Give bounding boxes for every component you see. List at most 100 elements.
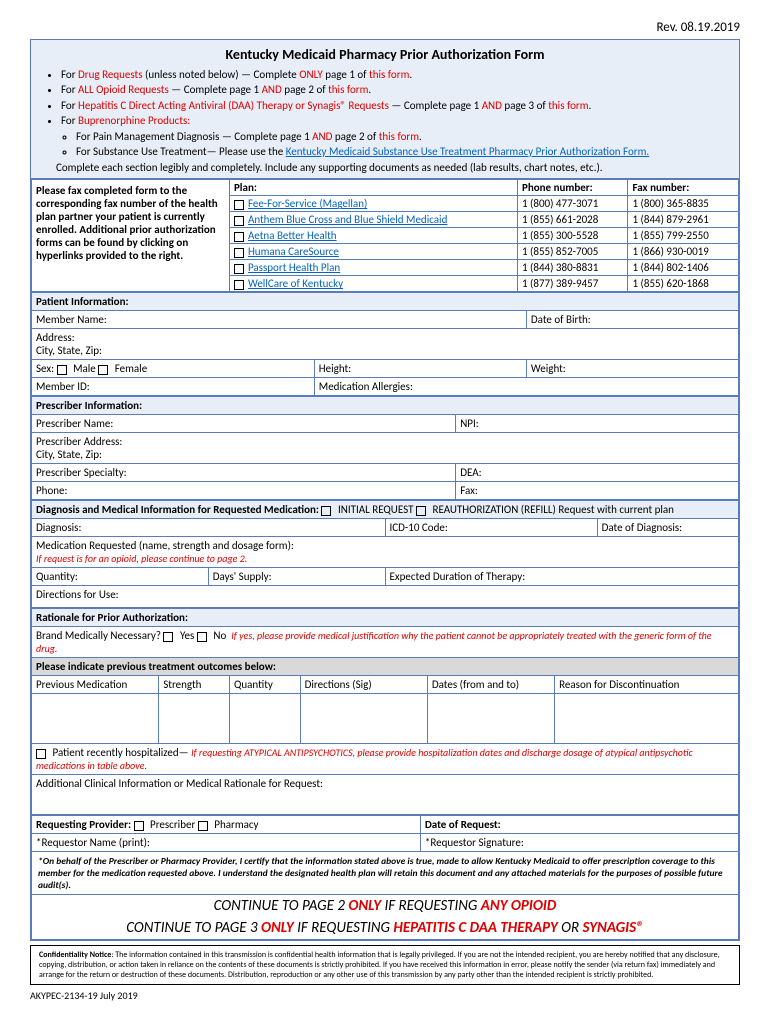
plan-fax: 1 (844) 802-1406 xyxy=(628,260,739,276)
treatment-cell[interactable] xyxy=(427,694,554,744)
plan-checkbox[interactable] xyxy=(234,248,244,258)
phone-field[interactable]: Phone: xyxy=(32,482,456,500)
dea-field[interactable]: DEA: xyxy=(456,464,739,482)
plan-fax: 1 (844) 879-2961 xyxy=(628,212,739,228)
plan-link[interactable]: WellCare of Kentucky xyxy=(248,277,343,290)
instruction-list: For Drug Requests (unless noted below) —… xyxy=(31,67,739,129)
treatment-cell[interactable] xyxy=(555,694,739,744)
plan-phone: 1 (855) 661-2028 xyxy=(517,212,628,228)
fax-field[interactable]: Fax: xyxy=(456,482,739,500)
plan-link[interactable]: Anthem Blue Cross and Blue Shield Medica… xyxy=(248,213,447,226)
certification-text: *On behalf of the Prescriber or Pharmacy… xyxy=(32,852,739,895)
treatment-cell[interactable] xyxy=(159,694,230,744)
continue-page-2: CONTINUE TO PAGE 2 ONLY IF REQUESTING AN… xyxy=(32,895,739,918)
pharmacy-checkbox[interactable] xyxy=(198,821,208,831)
plan-fax: 1 (855) 620-1868 xyxy=(628,276,739,292)
prescriber-header: Prescriber Information: xyxy=(32,397,739,415)
npi-field[interactable]: NPI: xyxy=(456,415,739,433)
diagnosis-section: Diagnosis and Medical Information for Re… xyxy=(31,500,739,608)
treatment-cell[interactable] xyxy=(300,694,427,744)
bullet-2: For ALL Opioid Requests — Complete page … xyxy=(61,82,739,97)
plan-row: Passport Health Plan xyxy=(229,260,517,276)
form-title: Kentucky Medicaid Pharmacy Prior Authori… xyxy=(31,42,739,67)
brand-necessary-field[interactable]: Brand Medically Necessary? Yes No If yes… xyxy=(32,627,739,658)
plan-header: Plan: xyxy=(229,180,517,196)
fax-header: Fax number: xyxy=(628,180,739,196)
dates-col: Dates (from and to) xyxy=(427,676,554,694)
fax-instruction: Please fax completed form to the corresp… xyxy=(32,180,230,292)
plan-phone: 1 (877) 389-9457 xyxy=(517,276,628,292)
plan-phone: 1 (800) 477-3071 xyxy=(517,196,628,212)
prescriber-name-field[interactable]: Prescriber Name: xyxy=(32,415,456,433)
requesting-provider-field[interactable]: Requesting Provider: Prescriber Pharmacy xyxy=(32,816,421,834)
prescriber-checkbox[interactable] xyxy=(134,821,144,831)
additional-info-field[interactable]: Additional Clinical Information or Medic… xyxy=(32,775,739,815)
plan-fax: 1 (855) 799-2550 xyxy=(628,228,739,244)
strength-col: Strength xyxy=(159,676,230,694)
no-checkbox[interactable] xyxy=(197,632,207,642)
rationale-section: Rationale for Prior Authorization: Brand… xyxy=(31,608,739,815)
bullet-3: For Hepatitis C Direct Acting Antiviral … xyxy=(61,98,739,113)
plan-phone: 1 (844) 380-8831 xyxy=(517,260,628,276)
hospitalized-checkbox[interactable] xyxy=(36,749,46,759)
plan-checkbox[interactable] xyxy=(234,280,244,290)
requestor-signature-field[interactable]: *Requestor Signature: xyxy=(420,834,738,852)
female-checkbox[interactable] xyxy=(98,365,108,375)
footer-code: AKYPEC-2134-19 July 2019 xyxy=(30,989,740,1002)
med-requested-field[interactable]: Medication Requested (name, strength and… xyxy=(32,537,739,568)
weight-field[interactable]: Weight: xyxy=(526,360,738,378)
date-request-field[interactable]: Date of Request: xyxy=(420,816,738,834)
address-field[interactable]: Address:City, State, Zip: xyxy=(32,329,739,360)
directions-col: Directions (Sig) xyxy=(300,676,427,694)
plan-link[interactable]: Humana CareSource xyxy=(248,245,339,258)
patient-header: Patient Information: xyxy=(32,293,739,311)
duration-field[interactable]: Expected Duration of Therapy: xyxy=(385,568,739,586)
yes-checkbox[interactable] xyxy=(163,632,173,642)
plan-link[interactable]: Fee-For-Service (Magellan) xyxy=(248,197,367,210)
prescriber-section: Prescriber Information: Prescriber Name:… xyxy=(31,396,739,500)
male-checkbox[interactable] xyxy=(57,365,67,375)
rationale-header: Rationale for Prior Authorization: xyxy=(32,609,739,627)
plan-link[interactable]: Passport Health Plan xyxy=(248,261,340,274)
member-id-field[interactable]: Member ID: xyxy=(32,378,315,396)
days-supply-field[interactable]: Days' Supply: xyxy=(208,568,385,586)
complete-instruction: Complete each section legibly and comple… xyxy=(31,159,739,176)
reason-col: Reason for Discontinuation xyxy=(555,676,739,694)
plan-row: Anthem Blue Cross and Blue Shield Medica… xyxy=(229,212,517,228)
reauth-checkbox[interactable] xyxy=(416,506,426,516)
treatment-cell[interactable] xyxy=(229,694,300,744)
plan-phone: 1 (855) 852-7005 xyxy=(517,244,628,260)
prescriber-address-field[interactable]: Prescriber Address:City, State, Zip: xyxy=(32,433,739,464)
sex-field[interactable]: Sex: Male Female xyxy=(32,360,315,378)
substance-use-link[interactable]: Kentucky Medicaid Substance Use Treatmen… xyxy=(286,145,649,158)
quantity-field[interactable]: Quantity: xyxy=(32,568,209,586)
icd10-field[interactable]: ICD-10 Code: xyxy=(385,519,597,537)
continue-page-3: CONTINUE TO PAGE 3 ONLY IF REQUESTING HE… xyxy=(32,917,739,940)
initial-checkbox[interactable] xyxy=(321,506,331,516)
plan-checkbox[interactable] xyxy=(234,200,244,210)
diagnosis-header: Diagnosis and Medical Information for Re… xyxy=(32,501,739,519)
treatment-cell[interactable] xyxy=(32,694,159,744)
directions-field[interactable]: Directions for Use: xyxy=(32,586,739,608)
plan-row: Humana CareSource xyxy=(229,244,517,260)
specialty-field[interactable]: Prescriber Specialty: xyxy=(32,464,456,482)
dob-field[interactable]: Date of Birth: xyxy=(526,311,738,329)
plan-fax: 1 (866) 930-0019 xyxy=(628,244,739,260)
allergies-field[interactable]: Medication Allergies: xyxy=(314,378,738,396)
plan-checkbox[interactable] xyxy=(234,216,244,226)
plan-checkbox[interactable] xyxy=(234,264,244,274)
outcomes-header: Please indicate previous treatment outco… xyxy=(32,658,739,676)
prev-med-col: Previous Medication xyxy=(32,676,159,694)
plan-table: Please fax completed form to the corresp… xyxy=(31,179,739,292)
plan-checkbox[interactable] xyxy=(234,232,244,242)
sub-list: For Pain Management Diagnosis — Complete… xyxy=(31,129,739,160)
hospitalized-field[interactable]: Patient recently hospitalized— If reques… xyxy=(32,744,739,775)
plan-phone: 1 (855) 300-5528 xyxy=(517,228,628,244)
bullet-4: For Buprenorphine Products: xyxy=(61,113,739,128)
diagnosis-field[interactable]: Diagnosis: xyxy=(32,519,386,537)
plan-link[interactable]: Aetna Better Health xyxy=(248,229,337,242)
date-diagnosis-field[interactable]: Date of Diagnosis: xyxy=(597,519,738,537)
height-field[interactable]: Height: xyxy=(314,360,526,378)
member-name-field[interactable]: Member Name: xyxy=(32,311,527,329)
requestor-name-field[interactable]: *Requestor Name (print): xyxy=(32,834,421,852)
